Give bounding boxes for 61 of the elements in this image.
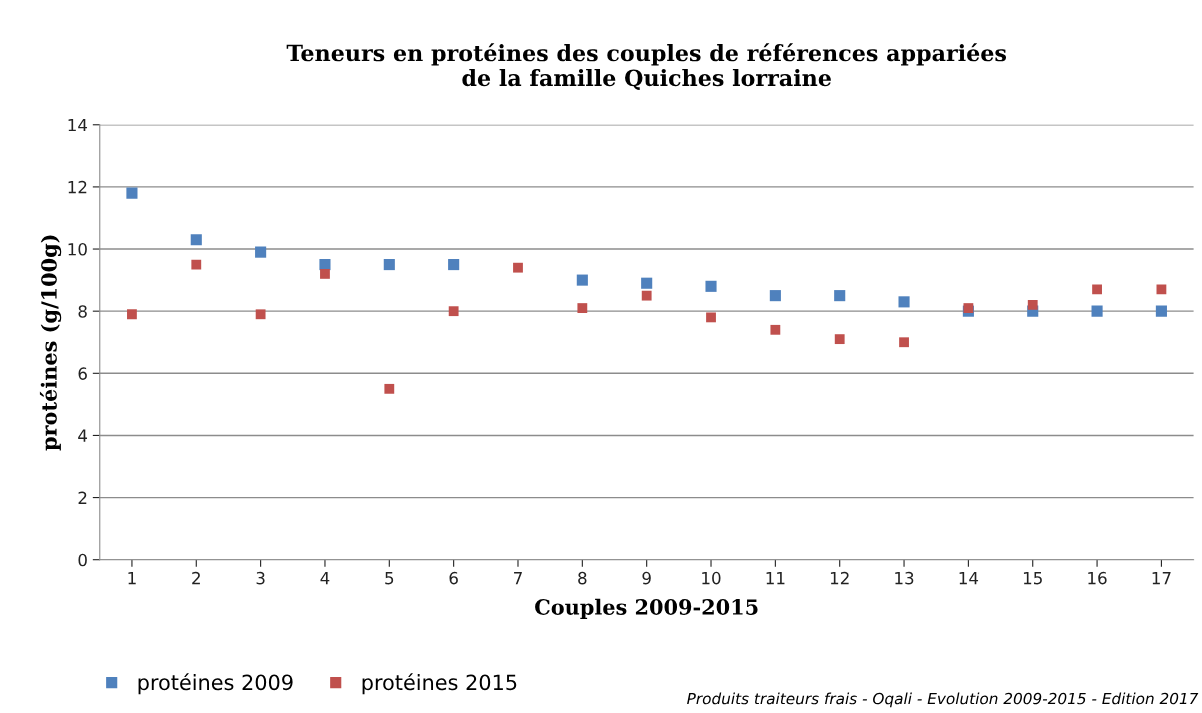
point <box>127 309 137 320</box>
point <box>577 303 588 313</box>
point <box>641 290 652 301</box>
point <box>191 259 202 270</box>
x-tick-label: 6 <box>449 571 458 585</box>
legend-label: protéines 2015 <box>362 673 517 695</box>
chart-title: Teneurs en protéines des couples de références appariées de la famille Quiches lorraine <box>286 43 1007 90</box>
point <box>963 303 974 313</box>
x-tick-label: 3 <box>256 571 265 585</box>
x-tick-label: 2 <box>192 571 200 585</box>
point <box>576 274 588 286</box>
x-tick-label: 9 <box>642 571 651 585</box>
x-tick-label: 5 <box>385 572 394 585</box>
y-tick-label: 12 <box>68 180 87 194</box>
point <box>899 337 909 348</box>
point <box>898 296 910 308</box>
x-tick-label: 12 <box>830 571 849 585</box>
point <box>641 277 653 289</box>
point <box>769 290 781 302</box>
point <box>255 246 267 258</box>
y-tick-label: 2 <box>78 491 87 504</box>
y-tick-label: 6 <box>78 367 87 380</box>
point <box>255 309 266 320</box>
y-tick-label: 14 <box>68 118 88 132</box>
x-tick-label: 1 <box>128 572 136 585</box>
x-tick-label: 11 <box>766 572 785 585</box>
x-axis-title: Couples 2009-2015 <box>535 598 758 619</box>
x-tick-label: 7 <box>514 572 522 585</box>
point <box>126 187 138 199</box>
point <box>383 259 395 271</box>
x-tick-label: 13 <box>895 571 914 585</box>
point <box>706 312 716 323</box>
y-tick-label: 8 <box>78 305 87 318</box>
point <box>448 259 460 271</box>
point <box>770 324 781 335</box>
text: Produits traiteurs frais - Oqali - Evolution 2009-2015 - Edition 2017 <box>687 692 1199 708</box>
x-tick-label: 8 <box>578 571 587 585</box>
point <box>834 290 846 302</box>
x-tick-label: 16 <box>1088 571 1107 585</box>
point <box>1091 305 1103 317</box>
point <box>320 268 330 279</box>
x-tick-label: 4 <box>320 572 330 585</box>
point <box>319 259 331 271</box>
x-tick-label: 10 <box>702 571 721 585</box>
point <box>705 280 717 292</box>
x-tick-label: 17 <box>1152 572 1171 585</box>
y-tick-label: 4 <box>78 429 88 442</box>
x-tick-label: 15 <box>1023 572 1042 585</box>
point <box>1092 284 1102 295</box>
point <box>190 234 202 246</box>
point <box>834 334 845 345</box>
x-tick-label: 14 <box>959 572 979 585</box>
y-tick-label: 0 <box>78 553 87 567</box>
point <box>1155 305 1167 317</box>
y-axis-title: protéines (g/100g) <box>39 235 62 451</box>
point <box>448 306 459 317</box>
point <box>1027 300 1038 310</box>
y-tick-label: 10 <box>68 243 87 256</box>
legend-label: protéines 2009 <box>138 673 293 695</box>
point <box>384 383 395 394</box>
point <box>513 262 523 273</box>
